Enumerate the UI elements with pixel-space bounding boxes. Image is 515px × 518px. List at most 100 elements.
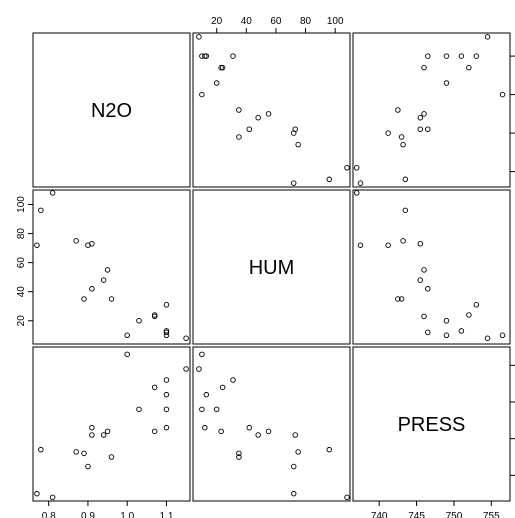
data-point-hum-vs-n2o-7	[89, 240, 95, 247]
x-tick-label-hum-4: 100	[327, 16, 344, 27]
data-point-hum-vs-press-15	[466, 312, 472, 318]
data-point-n2o-vs-hum-3	[344, 164, 350, 171]
variable-label-press: PRESS	[398, 414, 466, 436]
y-tick-label-hum-1: 40	[16, 286, 27, 298]
data-point-press-vs-hum-18	[199, 406, 205, 413]
data-point-n2o-vs-press-15	[466, 64, 472, 71]
panel-frame-hum-press	[352, 189, 511, 345]
y-tick-label-hum-0: 20	[16, 315, 27, 327]
data-point-press-vs-hum-14	[218, 428, 224, 435]
x-tick-label-n2o-0: 0.8	[42, 511, 56, 518]
data-point-n2o-vs-hum-11	[236, 107, 242, 113]
data-point-n2o-vs-hum-5	[236, 134, 242, 140]
data-point-hum-vs-n2o-10	[104, 267, 111, 273]
panel-frame-n2o-n2o	[32, 32, 191, 188]
data-point-press-vs-n2o-11	[108, 454, 115, 460]
y-tick-label-n2o-3: 1.1	[513, 49, 515, 63]
data-point-n2o-vs-hum-10	[265, 111, 272, 117]
x-tick-label-press-3: 755	[483, 511, 500, 518]
data-point-press-vs-n2o-14	[151, 428, 158, 435]
data-point-n2o-vs-hum-7	[292, 126, 298, 132]
data-point-hum-vs-n2o-8	[89, 286, 95, 292]
x-tick-label-hum-2: 60	[270, 16, 282, 27]
panel-frame-hum-hum	[192, 189, 351, 345]
data-point-hum-vs-press-17	[458, 328, 465, 334]
data-point-hum-vs-n2o-18	[163, 332, 170, 339]
data-point-n2o-vs-hum-15	[219, 64, 226, 71]
x-tick-label-press-1: 745	[408, 511, 425, 518]
data-point-n2o-vs-press-17	[458, 53, 465, 59]
data-point-n2o-vs-hum-2	[326, 176, 333, 183]
data-point-hum-vs-press-16	[473, 302, 480, 308]
y-tick-label-hum-2: 60	[16, 257, 27, 269]
data-point-press-vs-n2o-10	[104, 428, 111, 435]
y-tick-label-hum-3: 80	[16, 228, 27, 240]
data-point-n2o-vs-press-18	[443, 53, 450, 59]
data-point-press-vs-hum-11	[236, 454, 242, 460]
x-tick-label-press-2: 750	[446, 511, 463, 518]
y-tick-label-press-2: 750	[513, 394, 515, 411]
data-point-hum-vs-press-12	[499, 332, 506, 339]
data-point-hum-vs-n2o-9	[100, 277, 107, 283]
data-point-n2o-vs-hum-19	[202, 53, 208, 59]
data-point-n2o-vs-hum-4	[295, 141, 301, 148]
data-point-hum-vs-press-4	[400, 238, 406, 244]
panel-frame-hum-n2o	[32, 189, 191, 345]
data-point-hum-vs-press-10	[421, 267, 427, 273]
data-point-hum-vs-press-20	[484, 335, 491, 341]
data-point-press-vs-hum-12	[199, 351, 205, 358]
data-point-hum-vs-press-7	[417, 240, 424, 247]
data-point-press-vs-n2o-4	[73, 449, 79, 455]
data-point-n2o-vs-press-12	[499, 91, 506, 98]
data-point-n2o-vs-press-1	[357, 180, 364, 186]
data-point-press-vs-n2o-15	[151, 384, 158, 391]
data-point-press-vs-hum-6	[290, 463, 297, 470]
data-point-n2o-vs-hum-9	[255, 114, 261, 121]
data-point-hum-vs-n2o-15	[151, 312, 158, 318]
data-point-press-vs-hum-16	[230, 377, 236, 383]
data-point-press-vs-n2o-3	[49, 494, 56, 501]
data-point-hum-vs-n2o-3	[49, 190, 56, 196]
data-point-press-vs-n2o-8	[89, 424, 95, 431]
data-point-n2o-vs-press-9	[417, 114, 424, 121]
data-point-press-vs-n2o-18	[163, 406, 170, 413]
data-point-hum-vs-press-9	[417, 277, 424, 283]
data-point-hum-vs-press-1	[357, 242, 364, 248]
data-point-n2o-vs-hum-12	[199, 91, 205, 98]
data-point-press-vs-n2o-13	[136, 406, 142, 413]
y-tick-label-n2o-1: 0.9	[513, 126, 515, 140]
data-point-hum-vs-press-8	[425, 286, 431, 292]
y-tick-label-n2o-2: 1.0	[513, 88, 515, 102]
data-point-press-vs-n2o-7	[89, 432, 95, 438]
data-point-press-vs-n2o-17	[163, 391, 170, 398]
x-tick-label-n2o-1: 0.9	[81, 511, 95, 518]
data-point-press-vs-hum-20	[196, 366, 202, 372]
x-tick-label-n2o-2: 1.0	[120, 511, 134, 518]
data-point-hum-vs-n2o-13	[136, 318, 142, 324]
data-point-hum-vs-n2o-19	[163, 329, 170, 336]
data-point-press-vs-n2o-19	[163, 424, 170, 431]
data-point-press-vs-hum-2	[326, 446, 333, 453]
data-point-n2o-vs-hum-8	[246, 126, 253, 132]
data-point-hum-vs-press-5	[398, 296, 405, 302]
data-point-n2o-vs-press-19	[425, 53, 431, 59]
data-point-press-vs-hum-8	[246, 424, 253, 431]
data-point-hum-vs-press-3	[353, 190, 360, 196]
data-point-n2o-vs-press-16	[473, 53, 480, 59]
data-point-hum-vs-n2o-11	[108, 296, 115, 302]
data-point-hum-vs-n2o-12	[124, 332, 130, 339]
data-point-press-vs-hum-7	[292, 432, 298, 438]
data-point-press-vs-hum-5	[236, 450, 242, 457]
data-point-n2o-vs-press-6	[385, 130, 391, 136]
panel-frame-press-n2o	[32, 346, 191, 502]
data-point-press-vs-n2o-1	[34, 490, 40, 497]
variable-label-hum: HUM	[249, 257, 295, 279]
data-point-hum-vs-n2o-5	[81, 296, 87, 302]
data-point-press-vs-hum-10	[265, 428, 272, 435]
data-point-n2o-vs-press-11	[395, 107, 401, 113]
data-point-press-vs-hum-9	[255, 432, 261, 438]
data-point-n2o-vs-press-13	[443, 80, 450, 86]
panel-frame-press-hum	[192, 346, 351, 502]
data-point-n2o-vs-press-20	[484, 34, 491, 40]
